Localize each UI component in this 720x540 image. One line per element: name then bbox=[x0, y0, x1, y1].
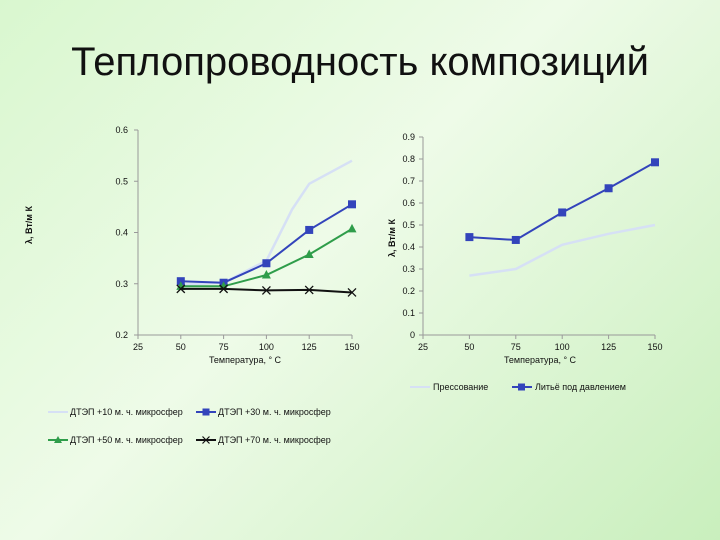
y-tick-label: 0.5 bbox=[115, 176, 128, 186]
chart2-xlabel: Температура, ° С bbox=[504, 355, 577, 365]
data-point bbox=[305, 225, 314, 234]
data-point bbox=[176, 277, 185, 286]
chart2-legend: Прессование Литьё под давлением bbox=[410, 382, 626, 392]
y-tick-label: 0.6 bbox=[115, 125, 128, 135]
data-point bbox=[347, 223, 357, 233]
y-tick-label: 0.1 bbox=[402, 308, 415, 318]
data-point bbox=[511, 235, 520, 244]
chart1-ylabel: λ, Вт/м К bbox=[24, 206, 34, 244]
y-tick-label: 0.7 bbox=[402, 176, 415, 186]
chart1-xlabel: Температура, ° С bbox=[209, 355, 282, 365]
data-point bbox=[347, 288, 357, 297]
x-tick-label: 75 bbox=[511, 342, 521, 352]
x-tick-label: 150 bbox=[647, 342, 662, 352]
y-tick-label: 0.8 bbox=[402, 154, 415, 164]
data-point bbox=[219, 284, 229, 294]
data-point bbox=[348, 200, 356, 209]
x-tick-label: 25 bbox=[418, 342, 428, 352]
data-point bbox=[261, 270, 271, 279]
legend-label: Литьё под давлением bbox=[535, 382, 626, 392]
data-point bbox=[261, 285, 271, 295]
data-point bbox=[176, 284, 186, 294]
x-tick-label: 25 bbox=[133, 342, 143, 352]
x-tick-label: 150 bbox=[344, 342, 359, 352]
y-tick-label: 0.3 bbox=[115, 279, 128, 289]
y-tick-label: 0.6 bbox=[402, 198, 415, 208]
data-point bbox=[219, 281, 229, 290]
y-tick-label: 0.9 bbox=[402, 132, 415, 142]
x-tick-label: 125 bbox=[601, 342, 616, 352]
legend-label: ДТЭП +50 м. ч. микросфер bbox=[70, 435, 183, 445]
y-tick-label: 0.4 bbox=[115, 228, 128, 238]
data-point bbox=[465, 233, 474, 242]
x-tick-label: 50 bbox=[176, 342, 186, 352]
page-title: Теплопроводность композиций bbox=[71, 40, 649, 84]
legend-label: ДТЭП +30 м. ч. микросфер bbox=[218, 407, 331, 417]
y-tick-label: 0.3 bbox=[402, 264, 415, 274]
series-line-0 bbox=[469, 223, 656, 277]
data-point bbox=[304, 249, 314, 259]
y-tick-label: 0.2 bbox=[115, 330, 128, 340]
y-tick-label: 0.5 bbox=[402, 220, 415, 230]
y-tick-label: 0 bbox=[410, 330, 415, 340]
x-tick-label: 75 bbox=[219, 342, 229, 352]
chart1-legend: ДТЭП +10 м. ч. микросфер ДТЭП +30 м. ч. … bbox=[48, 407, 331, 445]
data-point bbox=[558, 208, 567, 217]
x-tick-label: 100 bbox=[259, 342, 274, 352]
series-line-1 bbox=[469, 161, 656, 242]
x-tick-label: 125 bbox=[302, 342, 317, 352]
data-point bbox=[651, 158, 659, 167]
data-point bbox=[304, 285, 314, 295]
chart2-ylabel: λ, Вт/м К bbox=[387, 219, 397, 257]
chart1-axes bbox=[137, 130, 352, 336]
legend-label: ДТЭП +10 м. ч. микросфер bbox=[70, 407, 183, 417]
data-point bbox=[262, 259, 271, 268]
x-tick-label: 50 bbox=[464, 342, 474, 352]
y-tick-label: 0.2 bbox=[402, 286, 415, 296]
chart2-axes bbox=[422, 137, 655, 336]
x-tick-label: 100 bbox=[555, 342, 570, 352]
legend-label: Прессование bbox=[433, 382, 488, 392]
legend-label: ДТЭП +70 м. ч. микросфер bbox=[218, 435, 331, 445]
data-point bbox=[604, 184, 613, 193]
data-point bbox=[176, 281, 186, 290]
y-tick-label: 0.4 bbox=[402, 242, 415, 252]
